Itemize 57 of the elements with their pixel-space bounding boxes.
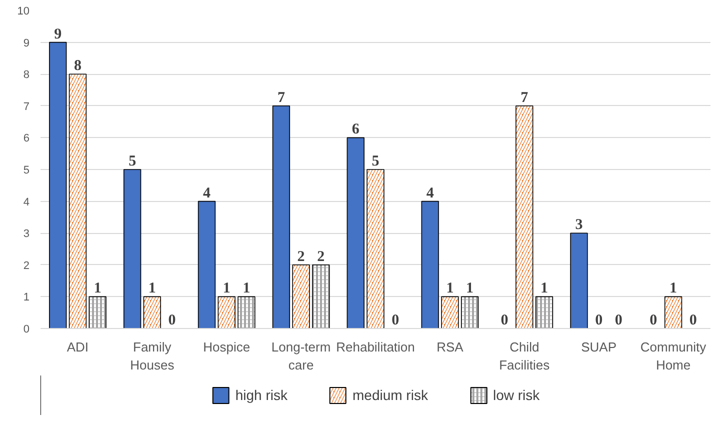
x-tick-label: Family Houses [130, 340, 175, 372]
data-label: 0 [650, 312, 658, 328]
data-label: 4 [426, 185, 434, 202]
data-label: 1 [670, 280, 678, 297]
data-label: 7 [520, 90, 529, 106]
data-label: 0 [614, 312, 622, 328]
legend-label: medium risk [352, 387, 428, 403]
data-label: 1 [94, 280, 102, 297]
data-label: 1 [540, 280, 548, 297]
y-tick-label: 6 [23, 132, 30, 145]
x-tick-label: Hospice [203, 340, 250, 354]
legend-label: high risk [235, 387, 288, 403]
data-label: 0 [500, 312, 508, 328]
data-label: 5 [128, 154, 136, 170]
y-tick-label: 7 [23, 100, 30, 113]
y-tick-label: 9 [23, 37, 30, 50]
data-label: 5 [372, 154, 380, 170]
bar [421, 200, 439, 328]
y-tick-label: 5 [23, 164, 30, 176]
bar [272, 106, 290, 328]
y-tick-label: 0 [23, 324, 30, 336]
data-label: 1 [148, 280, 156, 297]
data-label: 1 [222, 280, 230, 297]
y-tick-label: 4 [23, 196, 30, 208]
data-label: 8 [74, 58, 82, 74]
data-label: 9 [54, 26, 62, 42]
bar [346, 137, 364, 328]
legend-label: low risk [492, 387, 540, 403]
data-label: 2 [297, 248, 305, 265]
data-label: 7 [277, 90, 286, 106]
data-label: 0 [392, 312, 400, 328]
y-tick-label: 3 [23, 228, 30, 240]
y-tick-label: 2 [23, 260, 30, 272]
x-tick-label: RSA [436, 340, 464, 354]
data-label: 1 [242, 280, 250, 297]
data-label: 3 [575, 217, 583, 234]
data-label: 1 [446, 280, 454, 297]
data-label: 0 [689, 312, 697, 328]
bar [198, 200, 216, 328]
data-label: 4 [203, 185, 212, 202]
bar [570, 232, 588, 328]
data-label: 1 [466, 280, 474, 297]
data-label: 2 [317, 248, 325, 265]
x-tick-label: SUAP [581, 340, 617, 354]
data-label: 6 [352, 122, 360, 138]
x-tick-label: Community Home [640, 340, 707, 372]
x-tick-label: Child Facilities [499, 340, 550, 372]
y-tick-label: 8 [23, 69, 30, 82]
x-tick-label: Long-term care [271, 340, 331, 372]
y-tick-label: 10 [17, 6, 30, 18]
bar [123, 169, 142, 328]
data-label: 0 [168, 312, 176, 328]
bar [49, 42, 67, 328]
data-label: 0 [595, 312, 603, 328]
x-tick-label: Rehabilitation [336, 340, 415, 354]
x-tick-label: ADI [66, 340, 89, 354]
y-tick-label: 1 [23, 292, 30, 304]
